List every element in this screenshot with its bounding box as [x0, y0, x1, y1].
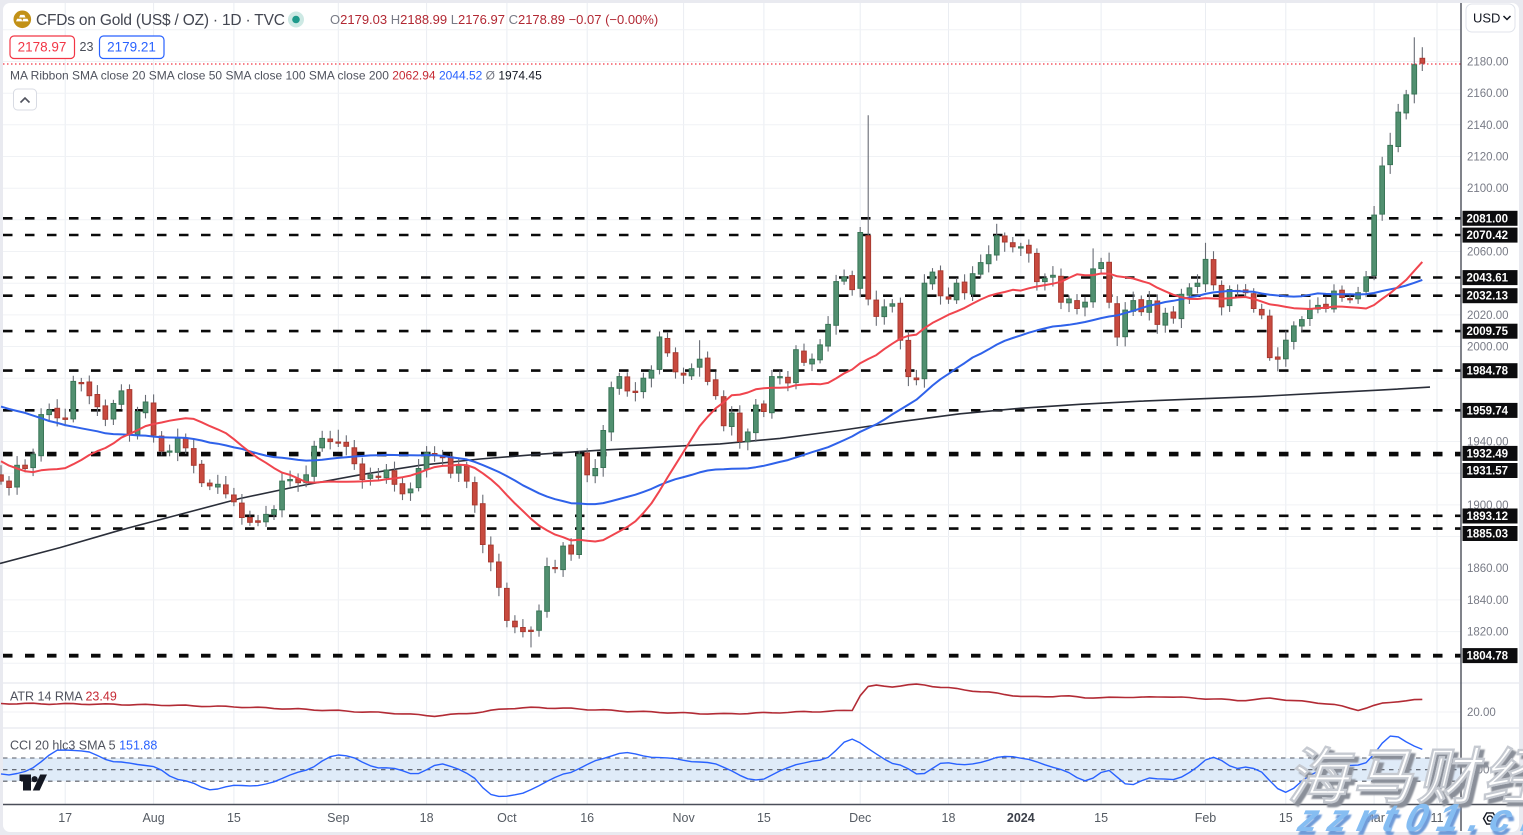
- svg-text:海马财经: 海马财经: [1288, 748, 1523, 816]
- svg-text:1860.00: 1860.00: [1467, 563, 1509, 575]
- svg-text:23: 23: [80, 40, 94, 54]
- svg-text:2024: 2024: [1007, 811, 1035, 825]
- svg-text:2120.00: 2120.00: [1467, 152, 1509, 164]
- svg-text:USD: USD: [1473, 11, 1500, 26]
- svg-text:1984.78: 1984.78: [1467, 366, 1509, 378]
- svg-text:2178.97: 2178.97: [18, 40, 67, 55]
- svg-text:15: 15: [1279, 811, 1293, 825]
- svg-text:ATR 14 RMA 23.49: ATR 14 RMA 23.49: [10, 690, 117, 704]
- svg-text:2160.00: 2160.00: [1467, 88, 1509, 100]
- svg-text:1959.74: 1959.74: [1467, 405, 1509, 417]
- svg-text:CFDs on Gold (US$ / OZ) · 1D ·: CFDs on Gold (US$ / OZ) · 1D · TVC: [36, 12, 285, 29]
- svg-text:2009.75: 2009.75: [1467, 326, 1509, 338]
- svg-text:15: 15: [227, 811, 241, 825]
- svg-text:Dec: Dec: [849, 811, 871, 825]
- svg-text:Oct: Oct: [497, 811, 517, 825]
- svg-text:Sep: Sep: [327, 811, 349, 825]
- svg-text:1804.78: 1804.78: [1467, 651, 1509, 663]
- svg-text:16: 16: [580, 811, 594, 825]
- svg-text:zzrt01.cn: zzrt01.cn: [1293, 796, 1523, 835]
- svg-text:1931.57: 1931.57: [1467, 466, 1509, 478]
- svg-text:Aug: Aug: [142, 811, 164, 825]
- svg-text:1932.49: 1932.49: [1467, 448, 1509, 460]
- svg-text:2179.21: 2179.21: [107, 40, 156, 55]
- svg-text:zzrt01.cn: zzrt01.cn: [1295, 800, 1523, 835]
- svg-text:2100.00: 2100.00: [1467, 183, 1509, 195]
- svg-text:Feb: Feb: [1195, 811, 1217, 825]
- svg-text:0.00: 0.00: [1467, 765, 1489, 777]
- svg-text:CCI 20 hlc3 SMA 5 151.88: CCI 20 hlc3 SMA 5 151.88: [10, 739, 157, 753]
- svg-text:11: 11: [1431, 811, 1444, 825]
- svg-text:2180.00: 2180.00: [1467, 57, 1509, 69]
- svg-text:2000.00: 2000.00: [1467, 342, 1509, 354]
- svg-text:Nov: Nov: [672, 811, 695, 825]
- svg-text:15: 15: [757, 811, 771, 825]
- svg-text:1885.03: 1885.03: [1467, 529, 1509, 541]
- svg-text:2081.00: 2081.00: [1467, 213, 1509, 225]
- svg-text:2140.00: 2140.00: [1467, 120, 1509, 132]
- svg-text:15: 15: [1094, 811, 1108, 825]
- svg-text:1840.00: 1840.00: [1467, 595, 1509, 607]
- svg-text:2032.13: 2032.13: [1467, 291, 1509, 303]
- svg-text:18: 18: [420, 811, 434, 825]
- svg-text:Mar: Mar: [1363, 811, 1385, 825]
- svg-text:O2179.03 H2188.99 L2176.97 C21: O2179.03 H2188.99 L2176.97 C2178.89 −0.0…: [330, 12, 658, 27]
- svg-text:18: 18: [942, 811, 956, 825]
- svg-text:1820.00: 1820.00: [1467, 627, 1509, 639]
- svg-text:2043.61: 2043.61: [1467, 273, 1509, 285]
- svg-text:MA Ribbon SMA close 20 SMA clo: MA Ribbon SMA close 20 SMA close 50 SMA …: [10, 69, 542, 83]
- svg-text:1940.00: 1940.00: [1467, 437, 1509, 449]
- svg-text:17: 17: [58, 811, 72, 825]
- svg-text:1893.12: 1893.12: [1467, 511, 1509, 523]
- svg-text:2020.00: 2020.00: [1467, 310, 1509, 322]
- svg-text:海马财经: 海马财经: [1284, 744, 1523, 812]
- svg-text:20.00: 20.00: [1467, 707, 1496, 719]
- svg-text:2060.00: 2060.00: [1467, 247, 1509, 259]
- svg-text:2070.42: 2070.42: [1467, 230, 1509, 242]
